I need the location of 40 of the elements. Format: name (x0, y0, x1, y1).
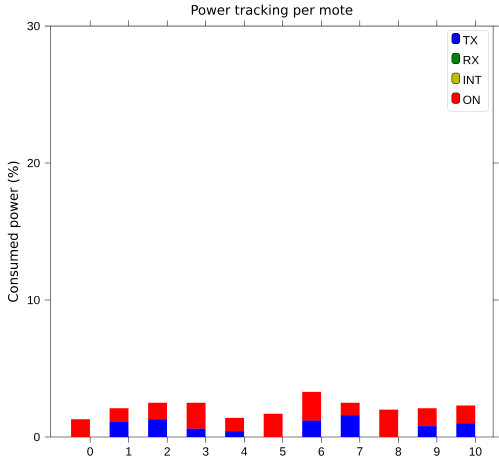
y-axis-title: Consumed power (%) (8, 162, 21, 302)
bar (379, 410, 398, 438)
bar (264, 414, 283, 438)
chart-title: Power tracking per mote (192, 4, 352, 18)
bar (110, 422, 128, 438)
x-tick-label: 6 (318, 447, 324, 456)
bar (110, 408, 128, 422)
bar (418, 408, 437, 426)
bar (148, 419, 167, 438)
y-tick-label: 0 (34, 432, 40, 442)
bar (302, 420, 322, 438)
x-tick-label: 3 (202, 447, 208, 456)
y-tick-label: 10 (28, 296, 40, 304)
bar (186, 402, 206, 429)
bar (418, 426, 437, 438)
x-tick-label: 5 (280, 447, 286, 456)
bar (186, 428, 206, 438)
legend-label: RX (464, 56, 479, 64)
legend-label: ON (463, 96, 480, 104)
x-tick-label: 4 (241, 447, 248, 456)
legend-label: INT (464, 76, 482, 84)
bar (340, 402, 360, 416)
bar (302, 392, 322, 421)
bar (340, 415, 360, 438)
x-tick-label: 7 (357, 447, 363, 456)
bar (456, 423, 476, 438)
bar (456, 406, 476, 424)
y-tick-label: 30 (27, 22, 40, 30)
x-tick-label: 1 (126, 447, 132, 456)
x-tick-label: 10 (470, 447, 482, 456)
x-tick-label: 8 (396, 447, 402, 456)
y-tick-label: 20 (28, 158, 40, 168)
bar (71, 419, 90, 438)
x-tick-label: 2 (164, 447, 170, 456)
legend-label: TX (462, 36, 478, 44)
x-tick-label: 9 (434, 447, 440, 456)
x-tick-label: 0 (87, 447, 93, 456)
bar (225, 418, 244, 432)
bar (148, 402, 167, 420)
bar (225, 432, 244, 438)
